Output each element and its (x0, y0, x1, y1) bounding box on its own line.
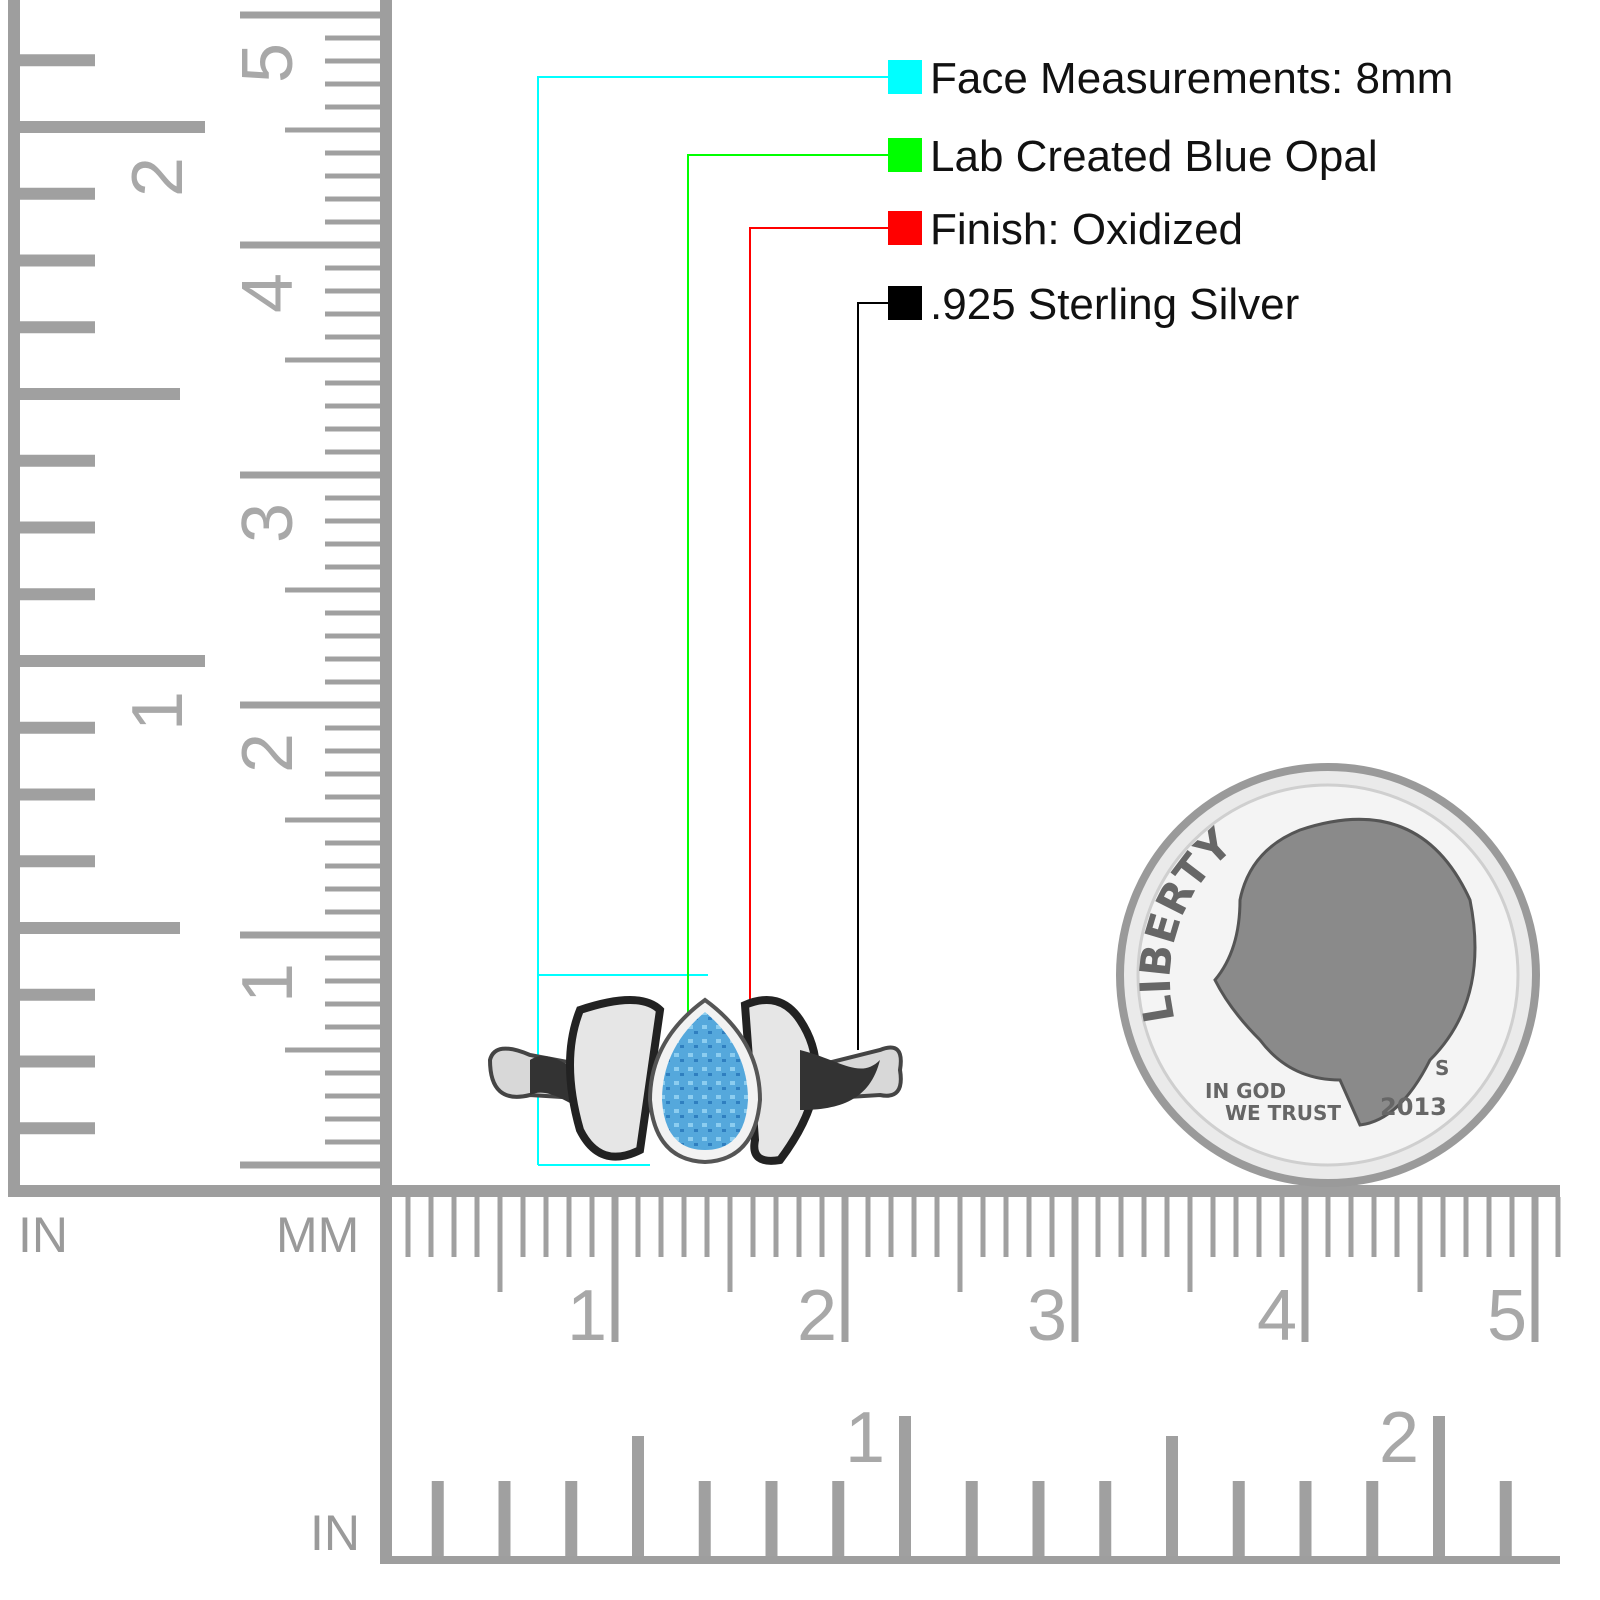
unit-label: MM (276, 1207, 359, 1263)
legend-label: Face Measurements: 8mm (930, 54, 1453, 103)
ruler-edge (380, 0, 392, 1195)
coin-portrait (1213, 817, 1477, 1127)
ruler-edge (380, 1185, 392, 1560)
unit-label: IN (18, 1207, 68, 1263)
legend-swatch (888, 211, 922, 245)
ruler-edge (380, 1556, 1560, 1564)
coin-motto: IN GOD (1205, 1079, 1286, 1103)
ruler-number: 5 (1487, 1276, 1527, 1356)
ruler-number: 4 (228, 273, 308, 313)
legend-swatch (888, 286, 922, 320)
ruler-number: 4 (1257, 1276, 1297, 1356)
ruler-edge (8, 1185, 1560, 1197)
coin-year: 2013 (1380, 1093, 1447, 1121)
celtic-knot (566, 996, 665, 1161)
dime: LIBERTY IN GOD WE TRUST S 2013 (1116, 763, 1540, 1187)
unit-label: IN (310, 1505, 360, 1561)
ruler-number: 5 (228, 43, 308, 83)
legend-swatch (888, 138, 922, 172)
leader-line (749, 227, 888, 1015)
ring (487, 996, 903, 1165)
ruler-number: 2 (118, 157, 198, 197)
celtic-knot (800, 1050, 880, 1110)
ruler-number: 2 (797, 1276, 837, 1356)
legend-label: Lab Created Blue Opal (930, 132, 1378, 181)
coin-mint-mark: S (1435, 1056, 1449, 1080)
ruler-number: 1 (118, 691, 198, 731)
leader-line (537, 76, 888, 1165)
legend-label: .925 Sterling Silver (930, 280, 1299, 329)
ruler-number: 1 (228, 963, 308, 1003)
legend-swatch (888, 60, 922, 94)
legend-label: Finish: Oxidized (930, 205, 1243, 254)
ruler-number: 2 (228, 733, 308, 773)
leader-line (857, 302, 888, 1050)
ruler-number: 1 (567, 1276, 607, 1356)
opal-stone (662, 1012, 748, 1150)
leader-line (687, 154, 888, 1045)
ruler-number: 1 (845, 1398, 885, 1478)
ruler-number: 3 (1027, 1276, 1067, 1356)
legend: Face Measurements: 8mm Lab Created Blue O… (537, 54, 1453, 1166)
coin-motto: WE TRUST (1225, 1101, 1341, 1125)
ruler-edge (8, 0, 20, 1195)
ruler-number: 3 (228, 503, 308, 543)
ruler-number: 2 (1379, 1398, 1419, 1478)
